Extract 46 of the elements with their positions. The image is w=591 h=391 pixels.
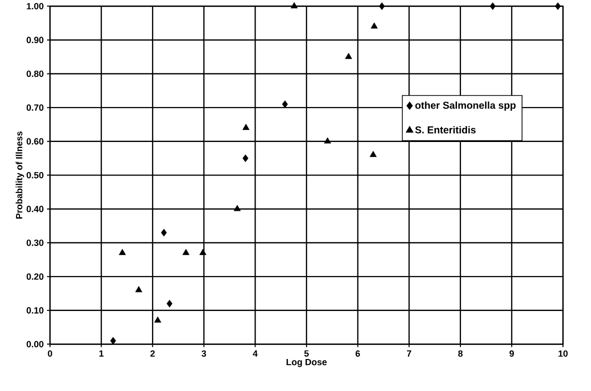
x-tick-label: 8 xyxy=(458,350,463,357)
point xyxy=(282,100,288,108)
point xyxy=(135,286,142,292)
x-tick-label: 2 xyxy=(150,350,155,357)
point xyxy=(118,248,126,255)
x-tick-label: 4 xyxy=(252,350,258,356)
point xyxy=(154,316,162,323)
point xyxy=(345,52,352,59)
point xyxy=(160,228,167,236)
x-tick-label: 5 xyxy=(304,350,309,357)
y-tick-label: 0.70 xyxy=(26,104,44,111)
x-tick-label: 7 xyxy=(406,350,412,356)
y-tick-label: 0.50 xyxy=(26,172,44,178)
point xyxy=(370,150,377,157)
x-tick-label: 3 xyxy=(202,350,206,357)
y-tick-label: 0.80 xyxy=(26,70,44,77)
point xyxy=(234,204,241,211)
point xyxy=(324,137,332,144)
legend-label: S. Enteritidis xyxy=(415,126,476,134)
point xyxy=(242,154,248,162)
x-axis-title: Log Dose xyxy=(286,358,327,367)
point xyxy=(379,2,385,10)
point xyxy=(110,336,116,345)
y-tick-label: 0.10 xyxy=(26,307,44,314)
x-tick-label: 9 xyxy=(510,350,514,357)
point xyxy=(370,22,378,28)
point xyxy=(290,2,298,8)
y-tick-label: 0.20 xyxy=(26,273,44,280)
point xyxy=(166,300,172,308)
x-tick-label: 10 xyxy=(558,350,568,357)
point xyxy=(554,2,561,10)
x-tick-label: 0 xyxy=(48,350,52,357)
point xyxy=(199,248,206,255)
point xyxy=(182,248,190,255)
legend-label: other Salmonella spp xyxy=(415,101,516,111)
y-tick-label: 0.00 xyxy=(26,340,44,348)
x-tick-label: 1 xyxy=(99,350,104,356)
y-tick-label: 0.30 xyxy=(26,240,44,246)
y-tick-label: 0.40 xyxy=(26,206,44,212)
x-tick-label: 6 xyxy=(356,350,360,357)
y-axis-title: Probability of Illness xyxy=(16,131,24,219)
y-tick-label: 1.00 xyxy=(26,2,44,10)
y-tick-label: 0.90 xyxy=(26,36,44,44)
point xyxy=(242,124,250,130)
point xyxy=(490,2,496,10)
y-tick-label: 0.60 xyxy=(26,138,44,144)
